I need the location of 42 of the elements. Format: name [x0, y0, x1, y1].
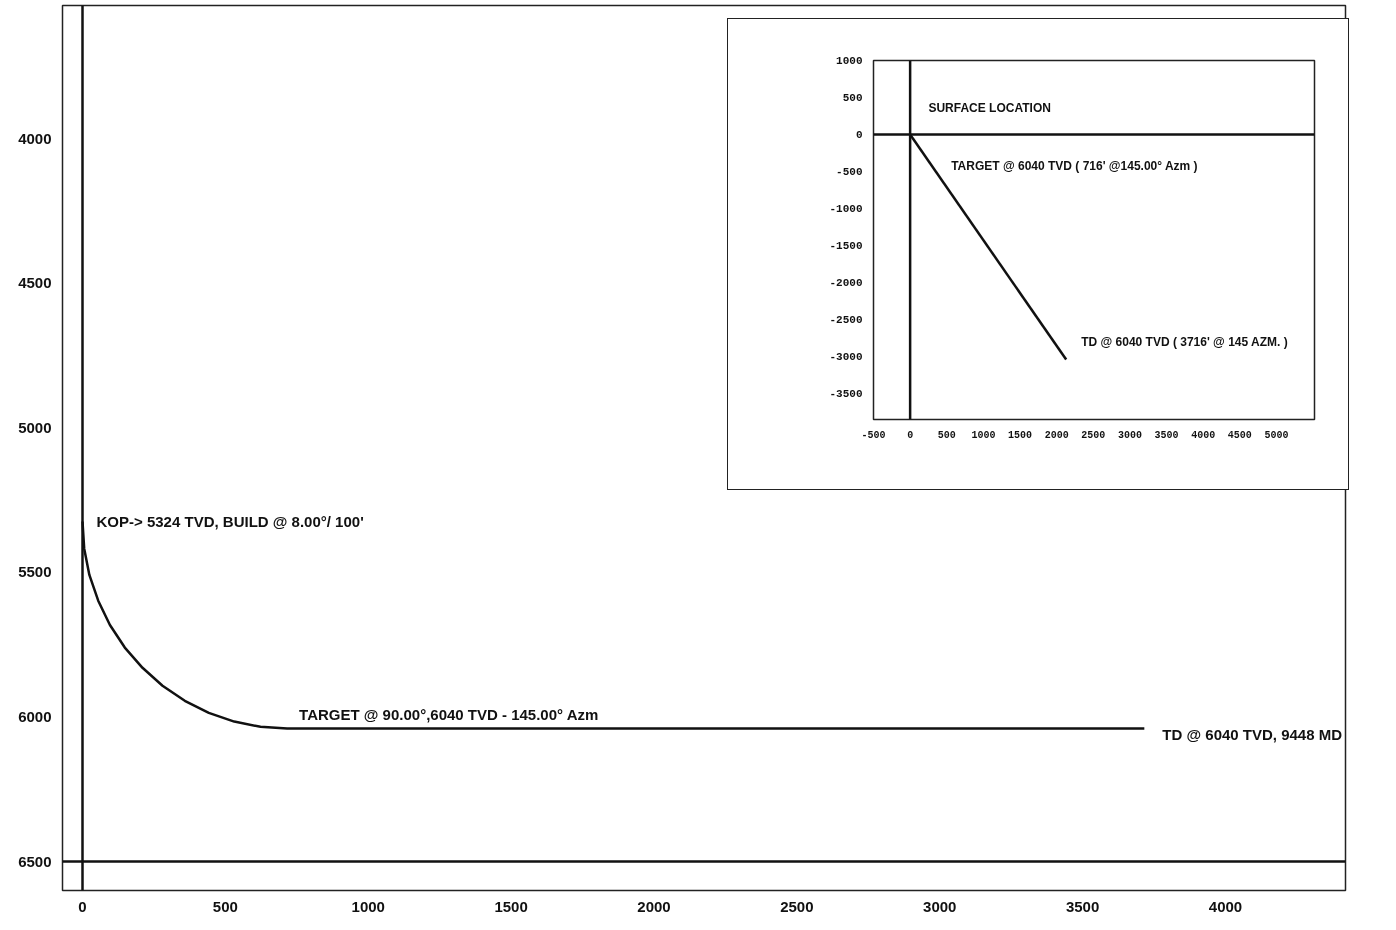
x-tick-label: 4000 — [1208, 897, 1243, 915]
x-tick-label: 3500 — [1065, 897, 1100, 915]
y-tick-label: -3000 — [829, 351, 863, 364]
y-tick-label: 1000 — [836, 55, 863, 67]
annotation: TARGET @ 6040 TVD ( 716' @145.00° Azm ) — [951, 159, 1198, 174]
x-tick-label: 2500 — [780, 897, 814, 915]
x-tick-label: 1500 — [494, 897, 528, 915]
annotation: TARGET @ 90.00°,6040 TVD - 145.00° Azm — [299, 706, 599, 724]
x-tick-label: 4500 — [1227, 429, 1252, 441]
x-tick-label: -500 — [861, 429, 886, 441]
y-tick-label: -1500 — [829, 240, 863, 253]
y-tick-label: -2000 — [829, 277, 863, 290]
x-tick-label: 3000 — [1117, 429, 1142, 441]
x-tick-label: 3000 — [923, 897, 957, 915]
y-tick-label: 6000 — [18, 707, 52, 725]
annotation: SURFACE LOCATION — [928, 100, 1051, 115]
annotation: TD @ 6040 TVD ( 3716' @ 145 AZM. ) — [1081, 334, 1288, 349]
y-tick-label: 0 — [855, 129, 863, 142]
x-tick-label: 2000 — [637, 897, 671, 915]
y-tick-label: 500 — [842, 92, 863, 105]
x-tick-label: 2500 — [1081, 429, 1106, 441]
x-tick-label: 3500 — [1154, 429, 1179, 441]
x-tick-label: 4000 — [1191, 429, 1216, 441]
x-tick-label: 0 — [78, 897, 87, 915]
x-tick-label: 1000 — [971, 429, 996, 441]
y-tick-label: 5500 — [18, 563, 52, 581]
x-tick-label: 0 — [907, 429, 914, 441]
x-tick-label: 5000 — [1264, 429, 1289, 441]
x-tick-label: 500 — [937, 429, 956, 441]
annotation: TD @ 6040 TVD, 9448 MD — [1162, 726, 1343, 744]
y-tick-label: 6500 — [18, 852, 52, 870]
y-tick-label: -1000 — [829, 203, 863, 216]
y-tick-label: -2500 — [829, 314, 863, 327]
x-tick-label: 1500 — [1008, 429, 1033, 441]
x-tick-label: 1000 — [351, 897, 385, 915]
y-tick-label: 4000 — [18, 129, 52, 147]
y-tick-label: -3500 — [829, 388, 863, 401]
y-tick-label: 4500 — [18, 274, 52, 292]
x-tick-label: 500 — [212, 897, 238, 915]
x-tick-label: 2000 — [1044, 429, 1069, 441]
annotation: KOP-> 5324 TVD, BUILD @ 8.00°/ 100' — [96, 512, 364, 530]
y-tick-label: -500 — [836, 166, 863, 179]
